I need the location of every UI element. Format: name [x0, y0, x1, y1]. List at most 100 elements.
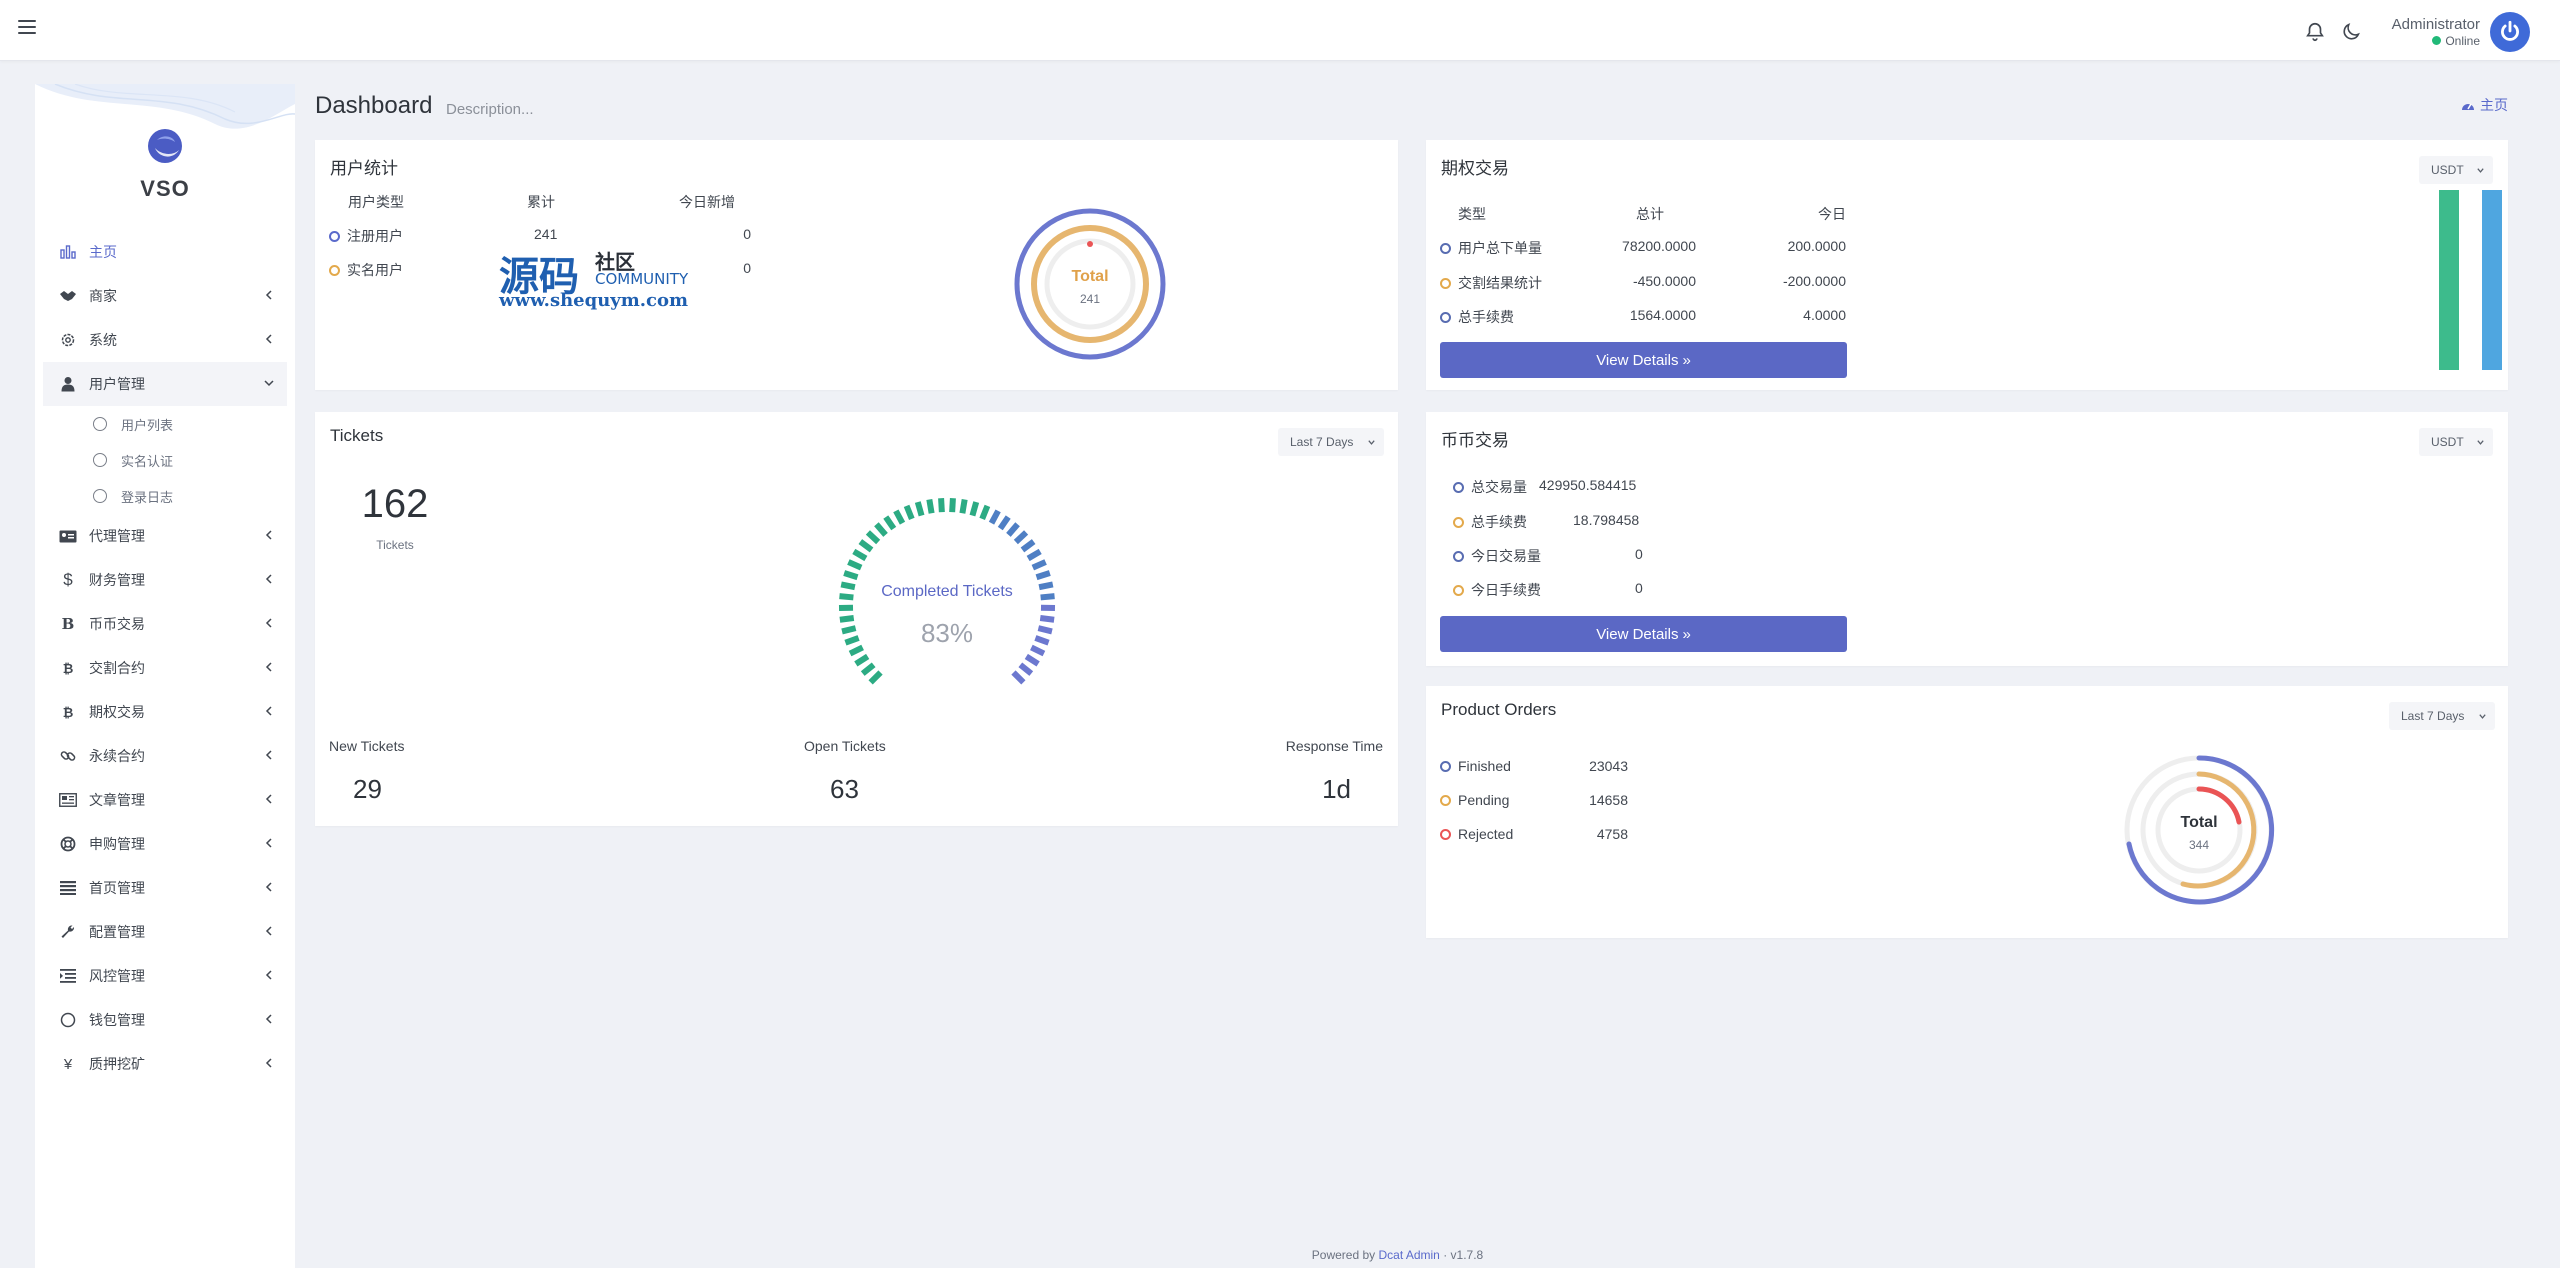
- item-label: 总交易量: [1471, 479, 1527, 495]
- sidebar-item-agent-management[interactable]: 代理管理: [43, 514, 287, 558]
- chevron-left-icon: [265, 662, 272, 672]
- view-details-button[interactable]: View Details »: [1440, 616, 1847, 652]
- period-dropdown[interactable]: Last 7 Days: [2389, 702, 2495, 730]
- list-item: Pending: [1440, 792, 1509, 808]
- sidebar-item-risk-management[interactable]: 风控管理: [43, 954, 287, 998]
- sidebar-item-label: 文章管理: [89, 792, 145, 808]
- row-type: 实名用户: [347, 262, 403, 278]
- view-details-button[interactable]: View Details »: [1440, 342, 1847, 378]
- gauge-segment: [1013, 530, 1029, 545]
- footer-link[interactable]: Dcat Admin: [1378, 1248, 1440, 1262]
- yen-icon: ¥: [63, 1055, 73, 1073]
- legend-dot: [1453, 550, 1464, 562]
- chevron-left-icon: [265, 1058, 272, 1068]
- user-stats-card: 用户统计 用户类型 累计 今日新增 注册用户 241 0 实名用户 0 源码 社…: [315, 140, 1398, 390]
- double-chevron-right-icon: »: [1682, 351, 1691, 369]
- chevron-left-icon: [265, 794, 272, 804]
- sidebar-item-system[interactable]: 系统: [43, 318, 287, 362]
- gauge-segment: [1018, 662, 1034, 676]
- dark-mode-moon-icon[interactable]: [2340, 21, 2362, 43]
- item-value: 14658: [1589, 792, 1628, 808]
- chevron-down-icon: [2477, 440, 2484, 445]
- ring-label: Total: [1071, 268, 1109, 285]
- row-today: 200.0000: [1787, 238, 1846, 254]
- avatar[interactable]: [2490, 12, 2530, 52]
- stat-value: 29: [353, 774, 382, 804]
- sidebar-item-delivery-contract[interactable]: ₿ 交割合约: [43, 646, 287, 690]
- breadcrumb-home[interactable]: 主页: [2461, 95, 2508, 115]
- chevron-left-icon: [265, 882, 272, 892]
- double-chevron-right-icon: »: [1682, 625, 1691, 643]
- card-title: Product Orders: [1441, 700, 1557, 719]
- list-item: 今日交易量: [1453, 546, 1541, 566]
- sidebar-item-homepage-management[interactable]: 首页管理: [43, 866, 287, 910]
- gauge-segment: [839, 593, 854, 601]
- sidebar-item-config-management[interactable]: 配置管理: [43, 910, 287, 954]
- sidebar-menu: 主页 商家 系统 用户管理 用户列表: [43, 230, 287, 1086]
- options-bar-track: [2482, 190, 2502, 370]
- chevron-left-icon: [265, 574, 272, 584]
- gauge-segment: [1011, 670, 1026, 685]
- period-dropdown[interactable]: Last 7 Days: [1278, 428, 1384, 456]
- chevron-left-icon: [265, 334, 272, 344]
- sidebar-item-perpetual-contract[interactable]: 永续合约: [43, 734, 287, 778]
- gauge-label: Completed Tickets: [881, 583, 1013, 600]
- sidebar-item-home[interactable]: 主页: [43, 230, 287, 274]
- currency-dropdown[interactable]: USDT: [2419, 156, 2493, 184]
- legend-dot: [329, 230, 340, 242]
- newspaper-icon: [57, 791, 79, 809]
- stat-label: Open Tickets: [804, 738, 886, 754]
- chevron-left-icon: [265, 530, 272, 540]
- sidebar-item-subscription-management[interactable]: 申购管理: [43, 822, 287, 866]
- id-card-icon: [57, 527, 79, 545]
- sidebar-subitem-label: 用户列表: [121, 417, 174, 433]
- gauge-segment: [926, 498, 935, 514]
- gauge-segment: [868, 670, 883, 685]
- sidebar: VSO 主页 商家 系统 用户管理: [35, 84, 295, 1268]
- sidebar-subitem-login-log[interactable]: 登录日志: [43, 478, 287, 514]
- sidebar-item-label: 用户管理: [89, 376, 145, 392]
- completed-tickets-gauge: [838, 497, 1056, 685]
- bell-icon[interactable]: [2304, 21, 2326, 43]
- chevron-left-icon: [265, 290, 272, 300]
- chevron-down-icon: [2477, 168, 2484, 173]
- gauge-segment: [854, 653, 870, 667]
- wrench-icon: [57, 923, 79, 941]
- tickets-card: Tickets Last 7 Days 162 Tickets Complete…: [315, 412, 1398, 826]
- item-label: Rejected: [1458, 826, 1514, 842]
- sidebar-item-wallet-management[interactable]: 钱包管理: [43, 998, 287, 1042]
- sidebar-subitem-real-name-auth[interactable]: 实名认证: [43, 442, 287, 478]
- gauge-segment: [1037, 625, 1053, 635]
- sidebar-item-options-trading[interactable]: ₿ 期权交易: [43, 690, 287, 734]
- gauge-segment: [883, 515, 897, 531]
- row-total: 1564.0000: [1629, 307, 1696, 323]
- sidebar-item-label: 首页管理: [89, 880, 145, 896]
- sidebar-item-staking-mining[interactable]: ¥ 质押挖矿: [43, 1042, 287, 1086]
- chevron-left-icon: [265, 1014, 272, 1024]
- footer-separator: ·: [1443, 1248, 1448, 1262]
- row-today: 4.0000: [1803, 307, 1846, 323]
- item-value: 18.798458: [1573, 512, 1640, 528]
- sidebar-toggle-icon[interactable]: [18, 20, 36, 36]
- sidebar-item-merchant[interactable]: 商家: [43, 274, 287, 318]
- gauge-segment: [1039, 615, 1055, 623]
- legend-dot: [329, 264, 340, 276]
- sidebar-item-coin-trading[interactable]: B 币币交易: [43, 602, 287, 646]
- sidebar-subitem-label: 实名认证: [121, 453, 174, 469]
- chevron-down-icon: [264, 380, 274, 387]
- sidebar-subitem-user-list[interactable]: 用户列表: [43, 406, 287, 442]
- sidebar-item-label: 代理管理: [89, 528, 145, 544]
- sidebar-item-finance[interactable]: $ 财务管理: [43, 558, 287, 602]
- sidebar-item-user-management[interactable]: 用户管理: [43, 362, 287, 406]
- gauge-segment: [839, 615, 855, 623]
- row-today: 0: [743, 226, 751, 242]
- gauge-segment: [997, 515, 1011, 531]
- row-today: -200.0000: [1782, 273, 1846, 289]
- legend-dot: [1440, 242, 1451, 254]
- watermark-text: 社区: [595, 250, 635, 274]
- user-menu[interactable]: Administrator Online: [2392, 12, 2530, 52]
- row-total: 78200.0000: [1622, 238, 1696, 254]
- table-row: 注册用户: [329, 226, 403, 246]
- sidebar-item-article-management[interactable]: 文章管理: [43, 778, 287, 822]
- currency-dropdown[interactable]: USDT: [2419, 428, 2493, 456]
